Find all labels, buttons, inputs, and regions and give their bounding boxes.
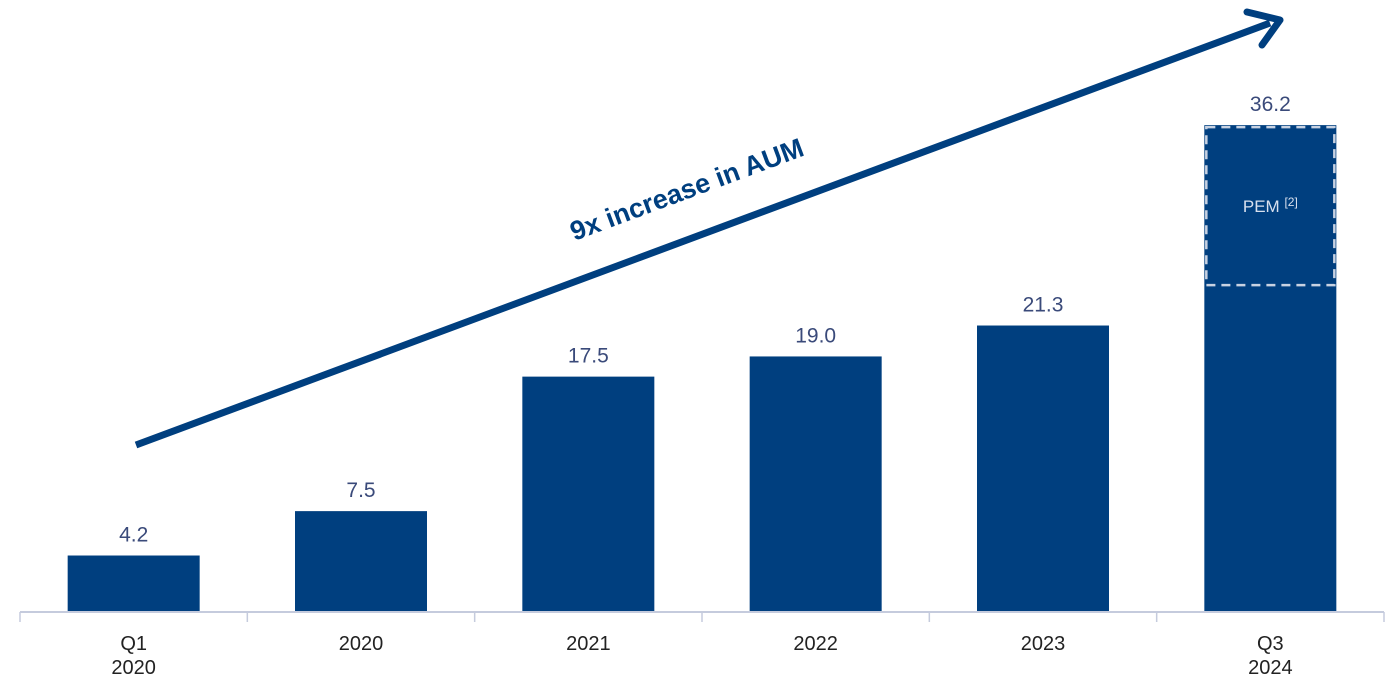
bar-4 — [977, 325, 1109, 612]
value-label-3: 19.0 — [795, 324, 836, 347]
value-label-2: 17.5 — [568, 345, 609, 368]
bar-3 — [749, 356, 882, 612]
bar-5 — [1204, 125, 1337, 613]
growth-arrow-label: 9x increase in AUM — [566, 133, 808, 247]
growth-arrow-head — [1243, 8, 1284, 49]
x-tick-label-2: 2021 — [566, 633, 611, 655]
value-label-5: 36.2 — [1250, 93, 1291, 116]
x-tick-label-4: 2023 — [1021, 633, 1066, 655]
labels-layer: 4.2 7.5 17.5 19.0 21.3 36.2 PEM [2] — [119, 93, 1336, 547]
pem-segment-outline — [1205, 125, 1336, 287]
x-axis: Q1 2020 2020 2021 2022 2023 Q3 2024 — [19, 611, 1385, 679]
value-label-1: 7.5 — [346, 479, 375, 502]
value-label-0: 4.2 — [119, 524, 148, 547]
bar-1 — [295, 511, 427, 612]
x-tick-label-5: Q3 2024 — [1248, 633, 1293, 679]
x-tick-label-3: 2022 — [793, 633, 838, 655]
pem-segment-label: PEM [2] — [1243, 195, 1298, 216]
bars-layer — [67, 125, 1337, 613]
x-tick-label-1: 2020 — [339, 633, 384, 655]
bar-0 — [67, 555, 200, 612]
bar-2 — [522, 376, 655, 612]
growth-arrow-shaft — [134, 19, 1272, 449]
x-tick-label-0: Q1 2020 — [111, 633, 156, 679]
value-label-4: 21.3 — [1023, 294, 1064, 317]
